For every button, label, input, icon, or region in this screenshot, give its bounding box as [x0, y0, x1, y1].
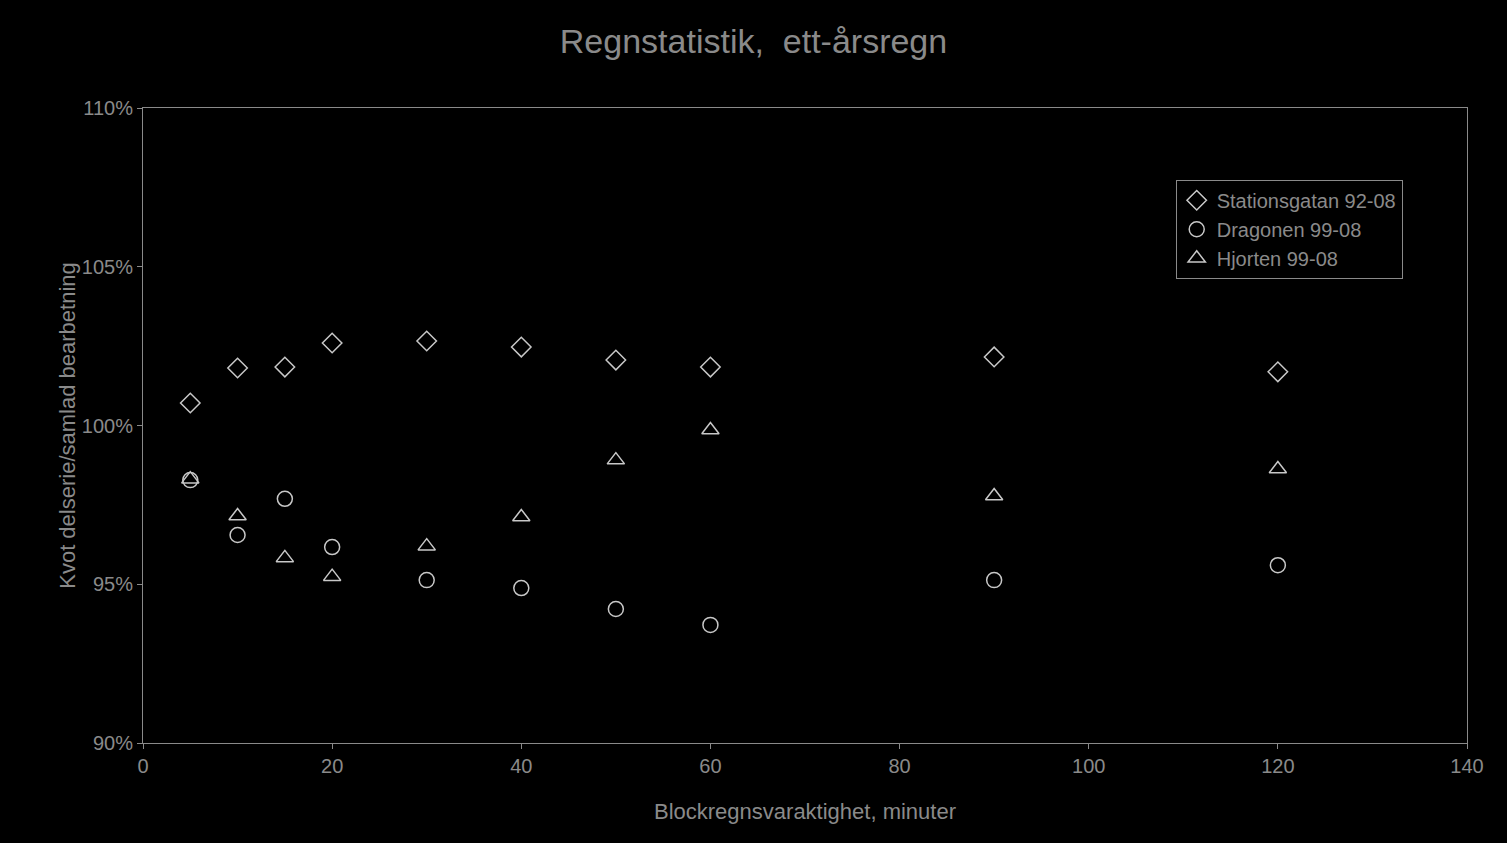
svg-text:20: 20 — [321, 755, 343, 777]
svg-text:Stationsgatan 92-08: Stationsgatan 92-08 — [1217, 190, 1396, 212]
svg-text:Kvot delserie/samlad bearbetni: Kvot delserie/samlad bearbetning — [55, 262, 80, 589]
svg-text:100: 100 — [1072, 755, 1105, 777]
svg-text:40: 40 — [510, 755, 532, 777]
svg-text:Dragonen 99-08: Dragonen 99-08 — [1217, 219, 1362, 241]
svg-text:90%: 90% — [93, 732, 133, 754]
svg-text:60: 60 — [699, 755, 721, 777]
svg-text:120: 120 — [1261, 755, 1294, 777]
svg-text:0: 0 — [137, 755, 148, 777]
svg-text:80: 80 — [888, 755, 910, 777]
svg-text:105%: 105% — [82, 256, 133, 278]
svg-text:140: 140 — [1450, 755, 1483, 777]
svg-text:110%: 110% — [83, 97, 133, 119]
svg-text:95%: 95% — [93, 573, 133, 595]
svg-text:Regnstatistik, ett-årsregn: Regnstatistik, ett-årsregn — [560, 22, 947, 60]
svg-text:100%: 100% — [82, 415, 133, 437]
svg-text:Hjorten 99-08: Hjorten 99-08 — [1217, 248, 1338, 270]
svg-text:Blockregnsvaraktighet, minuter: Blockregnsvaraktighet, minuter — [654, 799, 956, 824]
